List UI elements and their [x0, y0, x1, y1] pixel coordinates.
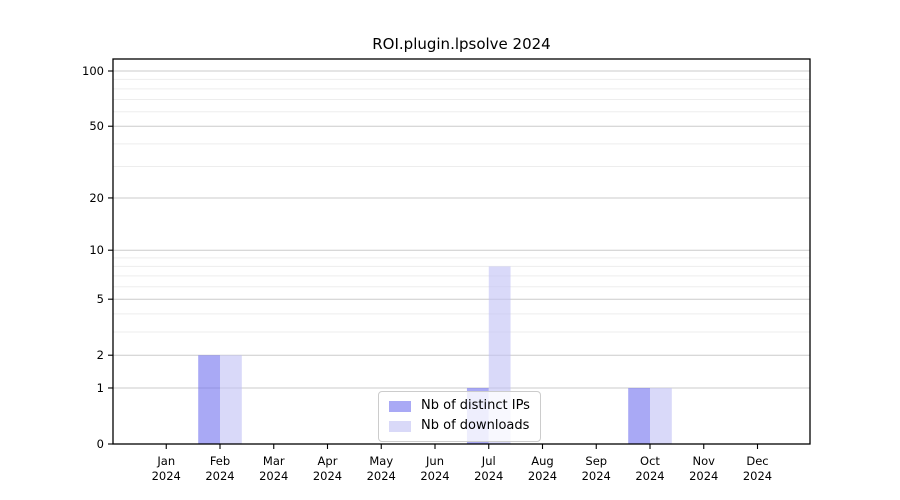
x-tick-label-year: 2024	[689, 469, 718, 483]
x-tick-label-month: Aug	[531, 454, 553, 468]
x-tick-label-year: 2024	[313, 469, 342, 483]
x-tick-label-month: Sep	[585, 454, 607, 468]
chart-title: ROI.plugin.lpsolve 2024	[372, 35, 551, 53]
legend-label-downloads: Nb of downloads	[421, 418, 530, 434]
legend-item-distinct-ips: Nb of distinct IPs	[389, 398, 530, 413]
x-tick-label-month: May	[369, 454, 393, 468]
x-tick-label-month: Nov	[693, 454, 716, 468]
x-tick-label-year: 2024	[474, 469, 503, 483]
x-tick-label-year: 2024	[582, 469, 611, 483]
x-tick-label-month: Oct	[640, 454, 660, 468]
y-tick-label: 20	[89, 191, 104, 205]
axes-box	[112, 58, 811, 445]
x-tick-label-year: 2024	[152, 469, 181, 483]
x-tick-label-year: 2024	[420, 469, 449, 483]
y-tick-label: 2	[97, 348, 104, 362]
legend-swatch-downloads	[389, 420, 411, 432]
x-tick-label-year: 2024	[367, 469, 396, 483]
bar-distinct-ips-Feb	[198, 355, 220, 444]
y-tick-label: 0	[97, 437, 104, 451]
x-tick-label-month: Apr	[318, 454, 338, 468]
x-tick-label-month: Feb	[210, 454, 230, 468]
x-tick-label-year: 2024	[635, 469, 664, 483]
legend-swatch-distinct-ips	[389, 400, 411, 412]
x-tick-label-month: Jan	[156, 454, 175, 468]
y-tick-label: 50	[89, 119, 104, 133]
legend-label-distinct-ips: Nb of distinct IPs	[421, 398, 530, 413]
legend-item-downloads: Nb of downloads	[389, 418, 530, 434]
y-tick-label: 100	[82, 64, 104, 78]
x-tick-label-year: 2024	[743, 469, 772, 483]
x-tick-label-month: Dec	[746, 454, 768, 468]
y-tick-label: 5	[97, 292, 104, 306]
y-tick-label: 10	[89, 243, 104, 257]
bar-distinct-ips-Oct	[628, 387, 650, 444]
bar-downloads-Oct	[650, 387, 672, 444]
x-tick-label-year: 2024	[259, 469, 288, 483]
x-tick-label-year: 2024	[528, 469, 557, 483]
bar-downloads-Feb	[220, 355, 242, 444]
x-tick-label-month: Jun	[425, 454, 444, 468]
x-tick-label-year: 2024	[205, 469, 234, 483]
legend: Nb of distinct IPs Nb of downloads	[378, 391, 541, 442]
x-tick-label-month: Mar	[263, 454, 285, 468]
x-tick-label-month: Jul	[481, 454, 496, 468]
y-tick-label: 1	[97, 381, 104, 395]
